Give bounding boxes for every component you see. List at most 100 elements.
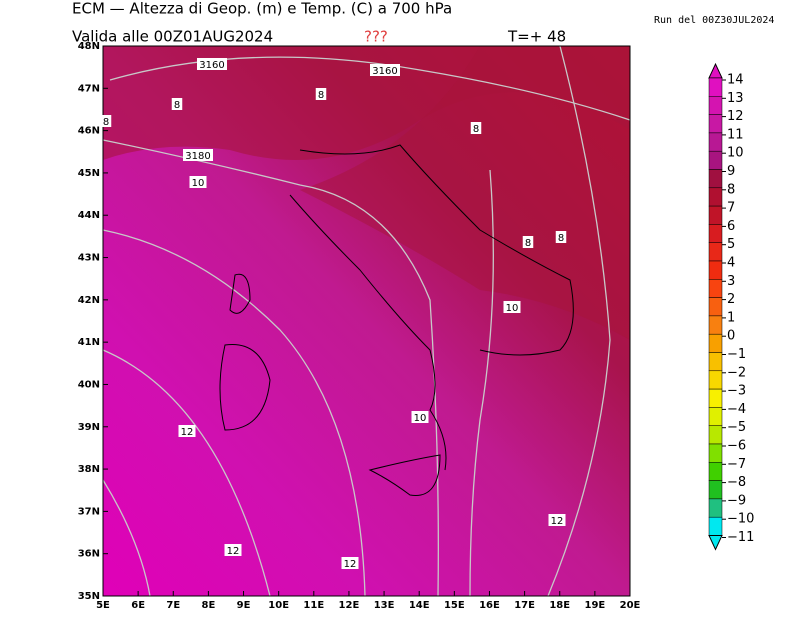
contour-label-box: [370, 64, 400, 76]
contour-label: 8: [174, 100, 180, 111]
lon-label: 18E: [549, 600, 570, 611]
contour-label-box: [224, 544, 242, 556]
forecast-step: T=+ 48: [507, 28, 566, 46]
colorbar-segment: [708, 425, 723, 445]
contour-label-box: [341, 557, 359, 569]
lon-label: 7E: [166, 600, 180, 611]
colorbar-label: 8: [727, 182, 735, 197]
colorbar-label: −5: [727, 420, 746, 435]
lat-label: 45N: [78, 168, 100, 179]
colorbar-segment: [708, 297, 723, 317]
lon-label: 16E: [479, 600, 500, 611]
colorbar-label: 1: [727, 310, 735, 325]
flag: ???: [364, 28, 388, 46]
colorbar-segment: [708, 333, 723, 353]
lon-label: 13E: [374, 600, 395, 611]
contour-label: 3180: [185, 151, 210, 162]
colorbar-arrow-bottom: [708, 535, 723, 551]
colorbar-segment: [708, 370, 723, 390]
contour-label: 3160: [199, 60, 224, 71]
colorbar-segment: [708, 407, 723, 426]
valid-time: Valida alle 00Z01AUG2024: [72, 28, 273, 46]
coastlines: [219, 144, 574, 496]
colorbar-label: 6: [727, 219, 735, 234]
contour-label-box: [197, 58, 227, 70]
contour-label-box: [470, 122, 482, 134]
colorbar-segment: [708, 114, 723, 134]
run-label: Run del 00Z30JUL2024: [654, 15, 774, 26]
lat-label: 38N: [78, 464, 100, 475]
lon-label: 15E: [444, 600, 465, 611]
colorbar-label: −6: [727, 439, 746, 454]
lat-label: 40N: [78, 379, 100, 390]
lat-label: 42N: [78, 295, 100, 306]
lon-label: 19E: [584, 600, 605, 611]
lat-label: 37N: [78, 506, 100, 517]
lat-label: 47N: [78, 83, 100, 94]
colorbar-segment: [708, 516, 723, 536]
colorbar-label: 7: [727, 201, 735, 216]
contour-label: 8: [473, 124, 479, 135]
colorbar-label: 3: [727, 274, 735, 289]
colorbar-segment: [708, 187, 723, 207]
colorbar-label: 10: [727, 146, 744, 161]
lat-label: 46N: [78, 126, 100, 137]
lat-label: 44N: [78, 210, 100, 221]
lon-label: 9E: [237, 600, 251, 611]
contour-label-box: [178, 425, 196, 437]
lon-label: 8E: [202, 600, 216, 611]
colorbar-label: 4: [727, 256, 735, 271]
contour-label-box: [503, 301, 521, 313]
colorbar-label: 12: [727, 109, 744, 124]
contour-label: 8: [558, 233, 564, 244]
colorbar-label: −7: [727, 457, 746, 472]
lon-label: 20E: [620, 600, 641, 611]
lat-label: 43N: [78, 253, 100, 264]
colorbar-segment: [708, 150, 723, 170]
lat-label: 39N: [78, 422, 100, 433]
contour-label-box: [315, 88, 327, 100]
colorbar-segment: [708, 205, 723, 225]
isohypses: [102, 45, 631, 597]
colorbar-label: −2: [727, 365, 746, 380]
lon-label: 10E: [268, 600, 289, 611]
colorbar-segment: [708, 480, 723, 500]
lon-label: 6E: [131, 600, 145, 611]
colorbar-segment: [708, 498, 723, 518]
colorbar-segment: [708, 132, 723, 152]
contour-label: 12: [227, 546, 240, 557]
colorbar-label: −9: [727, 493, 746, 508]
contour-label-box: [100, 115, 112, 127]
colorbar-segment: [708, 169, 723, 189]
colorbar-label: −1: [727, 347, 746, 362]
contour-label-box: [171, 98, 183, 110]
colorbar-label: −10: [727, 512, 754, 527]
colorbar-segment: [708, 242, 723, 262]
title: ECM — Altezza di Geop. (m) e Temp. (C) a…: [72, 0, 452, 18]
colorbar-label: 5: [727, 237, 735, 252]
colorbar-label: 0: [727, 329, 735, 344]
colorbar-segment: [708, 315, 723, 335]
lat-label: 35N: [78, 591, 100, 602]
colorbar-label: −11: [727, 530, 754, 545]
colorbar-segment: [708, 96, 723, 115]
lat-label: 48N: [78, 41, 100, 52]
contour-label: 8: [103, 117, 109, 128]
contour-label-box: [183, 149, 213, 161]
colorbar-segment: [708, 462, 723, 481]
colorbar-label: 9: [727, 164, 735, 179]
contour-label: 8: [318, 90, 324, 101]
contour-label-box: [189, 176, 207, 188]
colorbar-segment: [708, 352, 723, 372]
colorbar-segment: [708, 260, 723, 280]
contour-label: 8: [525, 238, 531, 249]
lon-label: 11E: [303, 600, 324, 611]
colorbar-segment: [708, 443, 723, 463]
colorbar-segment: [708, 388, 723, 408]
colorbar-arrow-top: [708, 62, 723, 79]
contour-label: 10: [414, 413, 427, 424]
lon-label: 5E: [96, 600, 110, 611]
contour-label: 12: [181, 427, 194, 438]
lat-label: 41N: [78, 337, 100, 348]
